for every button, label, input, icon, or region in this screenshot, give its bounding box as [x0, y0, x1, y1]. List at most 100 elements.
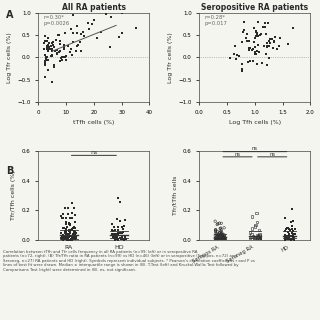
Point [69, 236, 74, 241]
Point [222, 233, 227, 238]
Point [70, 236, 75, 241]
Point [288, 237, 293, 242]
Point [67, 221, 72, 226]
Point [290, 26, 295, 31]
Point [60, 233, 66, 238]
Point [242, 27, 247, 32]
Point [68, 237, 73, 242]
Point [235, 52, 240, 57]
Point [218, 236, 223, 242]
Point [46, 45, 52, 51]
Point [287, 228, 292, 233]
Point [219, 237, 224, 243]
Text: A: A [6, 10, 14, 20]
Point [111, 225, 116, 230]
X-axis label: Log Tfh cells (%): Log Tfh cells (%) [229, 120, 281, 125]
Point [214, 237, 219, 242]
Point [43, 52, 48, 57]
Point [65, 235, 70, 240]
Point [267, 40, 272, 45]
Point [290, 231, 295, 236]
Point [284, 235, 289, 240]
Point [220, 236, 226, 242]
Point [67, 233, 72, 238]
Point [68, 237, 73, 242]
X-axis label: tTfh cells (%): tTfh cells (%) [73, 120, 115, 125]
Point [256, 42, 261, 47]
Point [81, 34, 86, 39]
Point [61, 236, 67, 241]
Point [291, 236, 296, 242]
Point [251, 47, 256, 52]
Point [256, 33, 261, 38]
Point [72, 234, 77, 239]
Point [233, 44, 238, 49]
Point [67, 231, 72, 236]
Point [245, 39, 250, 44]
Point [43, 38, 48, 44]
Point [284, 234, 289, 239]
Point [287, 236, 292, 241]
Point [271, 45, 276, 51]
Point [50, 47, 55, 52]
Point [282, 215, 287, 220]
Point [222, 235, 227, 240]
Point [290, 228, 295, 234]
Point [47, 47, 52, 52]
Point [60, 226, 65, 231]
Text: B: B [6, 166, 14, 176]
Point [283, 237, 288, 242]
Point [64, 235, 69, 240]
Point [263, 52, 268, 57]
Point [49, 79, 54, 84]
Point [218, 237, 223, 242]
Point [68, 227, 73, 232]
Point [54, 50, 59, 55]
Point [119, 236, 124, 241]
Point [221, 225, 227, 230]
Point [217, 230, 222, 236]
Point [289, 207, 294, 212]
Point [64, 235, 69, 240]
Point [215, 236, 220, 241]
Point [55, 52, 60, 57]
Point [98, 29, 103, 34]
Point [52, 45, 57, 50]
Point [257, 33, 262, 38]
Point [119, 236, 124, 242]
Point [249, 232, 254, 237]
Point [286, 227, 291, 232]
Point [252, 40, 257, 45]
Point [285, 225, 291, 230]
Point [62, 47, 67, 52]
Point [222, 235, 227, 240]
Point [59, 54, 64, 59]
Point [261, 43, 266, 48]
Point [45, 35, 51, 40]
Point [285, 230, 290, 235]
Point [62, 30, 68, 35]
Point [50, 40, 55, 45]
Point [42, 41, 47, 46]
Point [65, 232, 70, 237]
Point [73, 235, 78, 240]
Point [52, 64, 57, 69]
Point [69, 234, 75, 239]
Point [68, 237, 73, 243]
Point [43, 75, 48, 80]
Point [115, 237, 120, 243]
Point [213, 236, 218, 242]
Point [284, 226, 289, 231]
Point [65, 206, 70, 211]
Point [69, 52, 74, 57]
Point [215, 237, 220, 242]
Point [60, 215, 65, 220]
Point [115, 230, 120, 235]
Point [45, 68, 50, 73]
Point [121, 237, 126, 242]
Point [62, 230, 67, 235]
Point [257, 236, 262, 241]
Point [220, 233, 225, 238]
Point [110, 235, 116, 240]
Point [212, 236, 218, 241]
